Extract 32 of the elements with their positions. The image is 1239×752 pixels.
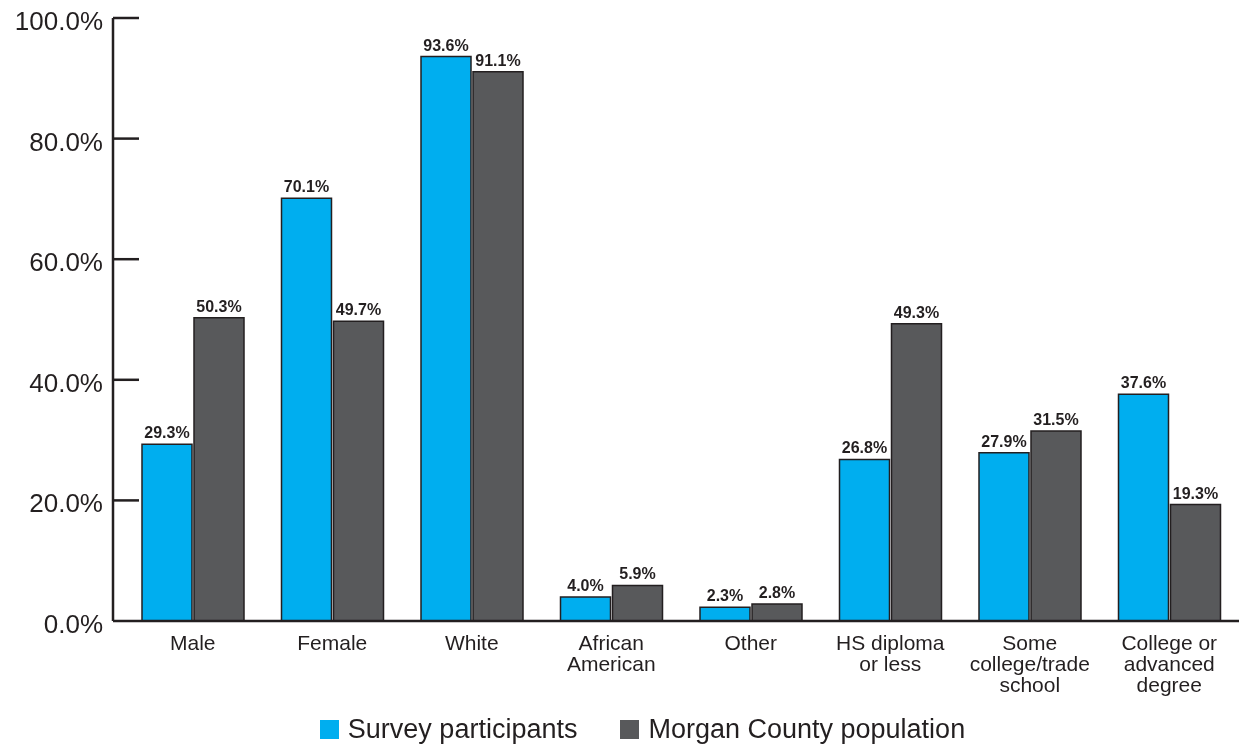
data-label: 91.1% <box>475 51 521 69</box>
data-label: 26.8% <box>841 439 888 457</box>
x-tick-label: Male <box>169 631 216 654</box>
data-label: 2.8% <box>758 584 796 602</box>
y-tick-label: 100.0% <box>14 6 103 36</box>
data-label: 70.1% <box>283 178 330 196</box>
x-tick-label: Female <box>297 631 368 654</box>
data-label: 37.6% <box>1120 374 1167 392</box>
data-label: 49.7% <box>335 301 382 319</box>
data-label: 50.3% <box>196 297 242 315</box>
data-label: 49.3% <box>893 303 940 321</box>
x-tick-label: White <box>444 631 499 654</box>
legend-label: Survey participants <box>347 713 578 745</box>
x-tick-label: HS diploma or less <box>835 631 945 675</box>
legend-label: Morgan County population <box>648 713 966 745</box>
data-label: 4.0% <box>567 576 604 594</box>
data-label: 31.5% <box>1033 411 1079 429</box>
data-label: 27.9% <box>981 432 1027 450</box>
data-label: 93.6% <box>423 36 469 54</box>
x-tick-label: African American <box>566 631 656 675</box>
data-label: 19.3% <box>1172 484 1219 502</box>
data-label: 2.3% <box>706 587 744 605</box>
x-tick-label: College or advanced degree <box>1121 631 1218 696</box>
y-tick-label: 40.0% <box>29 367 103 398</box>
y-tick-label: 80.0% <box>29 126 103 157</box>
data-label: 29.3% <box>144 424 190 442</box>
x-tick-label: Some college/trade school <box>969 631 1090 696</box>
x-tick-label: Other <box>724 631 778 654</box>
y-tick-label: 0.0% <box>43 609 103 639</box>
data-label: 5.9% <box>619 565 656 583</box>
y-tick-label: 20.0% <box>29 488 103 519</box>
y-tick-label: 60.0% <box>29 247 103 278</box>
